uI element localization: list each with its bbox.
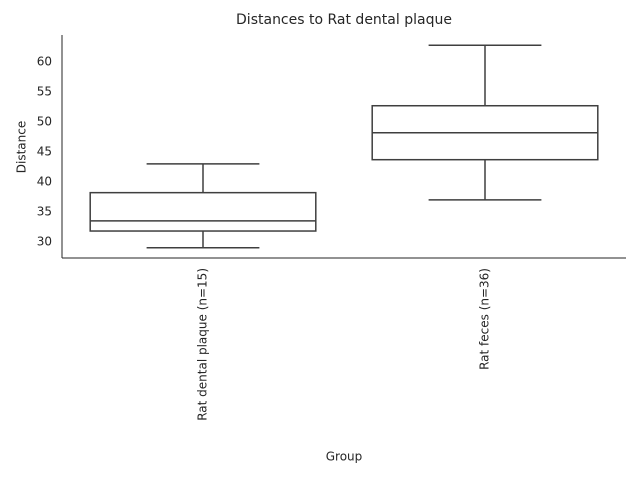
y-tick-label: 45: [37, 144, 52, 158]
y-tick-label: 30: [37, 234, 52, 248]
y-tick-label: 60: [37, 54, 52, 68]
chart-title: Distances to Rat dental plaque: [236, 12, 452, 28]
y-tick-label: 55: [37, 84, 52, 98]
y-tick-label: 40: [37, 174, 52, 188]
box: [89, 191, 317, 232]
y-axis-label: Distance: [15, 121, 29, 173]
y-tick-label: 35: [37, 204, 52, 218]
y-tick-label: 50: [37, 114, 52, 128]
x-tick-label: Rat feces (n=36): [478, 268, 492, 370]
x-axis-label: Group: [326, 450, 363, 464]
x-tick-label: Rat dental plaque (n=15): [196, 268, 210, 421]
